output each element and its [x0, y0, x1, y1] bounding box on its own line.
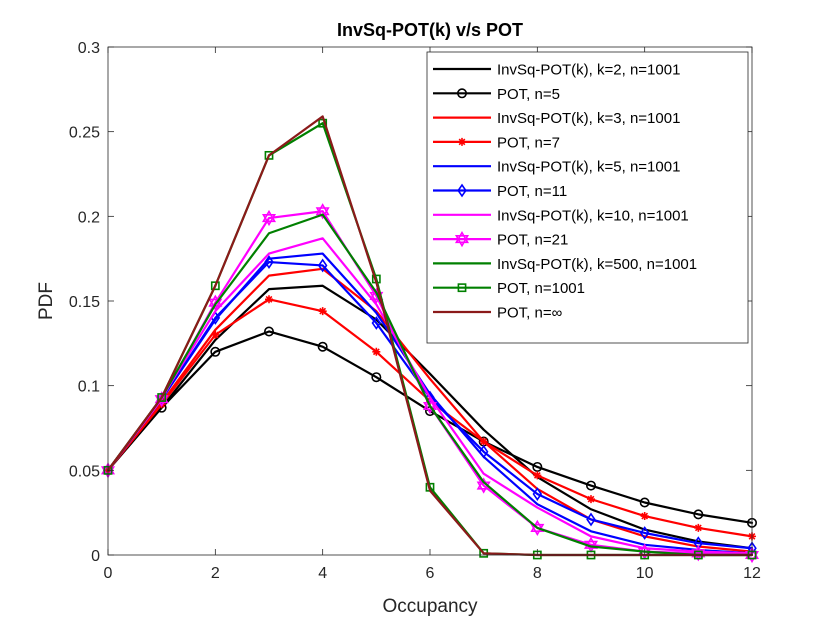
series-3-point-3 [265, 295, 273, 304]
series-1-point-8 [532, 461, 543, 472]
series-9-point-1 [157, 393, 167, 402]
legend-marker-3 [458, 137, 466, 146]
legend-marker-5 [457, 183, 467, 198]
series-5-point-4 [317, 258, 328, 273]
legend-entry-5: POT, n=11 [433, 183, 567, 200]
series-3-point-7 [479, 437, 488, 446]
series-3-point-5 [372, 347, 381, 356]
legend-label-3: POT, n=7 [497, 134, 560, 151]
y-tick-label-3: 0.15 [69, 294, 100, 311]
series-9-point-3 [264, 150, 274, 160]
series-3-point-11 [694, 523, 703, 532]
legend-entry-3: POT, n=7 [433, 134, 560, 151]
legend-marker-7 [454, 231, 470, 248]
series-9-point-2 [210, 281, 220, 291]
legend-label-4: InvSq-POT(k), k=5, n=1001 [497, 159, 680, 176]
series-3-point-9 [587, 495, 595, 504]
legend-label-10: POT, n=∞ [497, 305, 563, 322]
legend-entry-8: InvSq-POT(k), k=500, n=1001 [433, 256, 697, 273]
legend-label-7: POT, n=21 [497, 232, 568, 249]
series-line-2 [106, 267, 754, 553]
chart-title: InvSq-POT(k) v/s POT [337, 20, 523, 40]
series-1-point-11 [693, 509, 704, 520]
series-1-point-5 [371, 372, 382, 383]
tick-layer: 0 2 4 6 8 10 12 0 0.05 0.1 0.15 0.2 0.25 0.3 [69, 40, 761, 582]
y-tick-label-0: 0 [91, 548, 100, 565]
series-5-point-11 [693, 536, 704, 551]
series-7-point-3 [261, 209, 277, 227]
legend-entry-1: POT, n=5 [433, 86, 560, 103]
x-tick-label-4: 8 [533, 565, 542, 582]
x-tick-label-1: 2 [211, 565, 220, 582]
series-3-point-8 [533, 471, 542, 480]
x-tick-label-6: 12 [743, 565, 761, 582]
legend-entry-9: POT, n=1001 [433, 280, 585, 297]
legend-marker-1 [456, 88, 467, 99]
series-7-point-6 [422, 397, 438, 415]
y-tick-label-6: 0.3 [78, 40, 100, 57]
series-1-point-10 [639, 497, 650, 508]
legend-entry-0: InvSq-POT(k), k=2, n=1001 [433, 62, 680, 79]
legend-box [426, 51, 749, 344]
x-tick-label-2: 4 [318, 565, 327, 582]
series-3-point-2 [211, 330, 220, 339]
legend-entry-2: InvSq-POT(k), k=3, n=1001 [433, 110, 680, 127]
series-layer [100, 115, 760, 564]
y-tick-label-5: 0.25 [69, 125, 100, 142]
y-tick-label-4: 0.2 [78, 209, 100, 226]
y-tick-label-2: 0.1 [78, 379, 100, 396]
y-axis-label: PDF [36, 282, 57, 320]
legend-entry-4: InvSq-POT(k), k=5, n=1001 [433, 159, 680, 176]
legend-label-9: POT, n=1001 [497, 280, 585, 297]
legend-entry-7: POT, n=21 [433, 231, 568, 249]
legend-entry-10: POT, n=∞ [433, 305, 563, 322]
series-1-point-4 [317, 341, 328, 352]
series-line-0 [106, 284, 754, 550]
x-tick-label-0: 0 [104, 565, 113, 582]
legend-label-2: InvSq-POT(k), k=3, n=1001 [497, 110, 680, 127]
series-5-point-9 [586, 512, 596, 527]
series-5-point-7 [478, 444, 489, 459]
legend-label-8: InvSq-POT(k), k=500, n=1001 [497, 256, 697, 273]
series-2 [106, 267, 754, 553]
y-tick-label-1: 0.05 [69, 463, 100, 480]
series-1-point-9 [585, 480, 596, 491]
legend-label-1: POT, n=5 [497, 86, 560, 103]
legend-label-0: InvSq-POT(k), k=2, n=1001 [497, 62, 680, 79]
x-tick-label-3: 6 [426, 565, 435, 582]
legend-entry-6: InvSq-POT(k), k=10, n=1001 [433, 207, 689, 224]
series-3-point-10 [640, 512, 649, 521]
legend-label-5: POT, n=11 [497, 183, 567, 200]
series-5-point-5 [371, 316, 382, 330]
series-0 [106, 284, 754, 550]
x-axis-label: Occupancy [382, 596, 478, 617]
series-1-point-2 [210, 346, 221, 357]
legend-marker-9 [457, 283, 467, 293]
series-5-point-10 [639, 526, 650, 540]
legend: InvSq-POT(k), k=2, n=1001 POT, n=5 InvSq-P… [426, 51, 749, 344]
series-5-point-8 [532, 487, 543, 501]
x-tick-label-5: 10 [636, 565, 654, 582]
legend-label-6: InvSq-POT(k), k=10, n=1001 [497, 207, 689, 224]
series-1-point-3 [263, 326, 274, 337]
series-3-point-4 [318, 307, 327, 316]
series-5-point-3 [264, 255, 274, 269]
